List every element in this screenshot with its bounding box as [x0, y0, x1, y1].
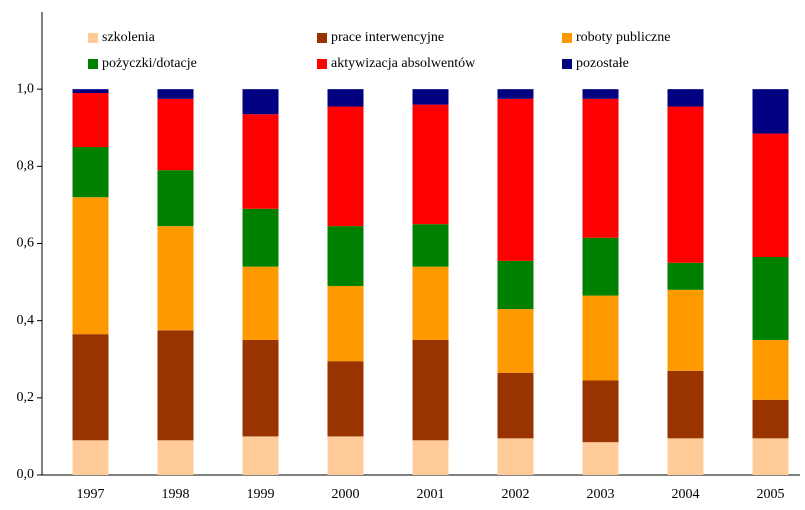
bar-segment [72, 89, 109, 94]
bar-segment [667, 89, 704, 107]
bar-segment [667, 370, 704, 439]
bar-segment [497, 438, 534, 475]
bar-segment [752, 438, 789, 475]
x-tick-label: 1999 [247, 487, 275, 502]
legend-label: roboty publiczne [576, 30, 670, 45]
bar-segment [752, 399, 789, 439]
x-tick-label: 2000 [332, 487, 360, 502]
x-tick-label: 1997 [77, 487, 105, 502]
bar-segment [327, 226, 364, 286]
bar-segment [412, 339, 449, 441]
bar-segment [157, 98, 194, 171]
bar-segment [412, 89, 449, 105]
legend-swatch [562, 59, 572, 69]
x-tick-label: 2005 [757, 487, 785, 502]
bar-segment [412, 266, 449, 340]
bar-segment [72, 197, 109, 335]
x-tick-label: 2003 [587, 487, 615, 502]
x-tick-label: 2001 [417, 487, 445, 502]
bar-segment [667, 106, 704, 263]
bar-segment [582, 237, 619, 296]
y-tick-label: 0,6 [17, 236, 35, 251]
bar-segment [582, 98, 619, 238]
legend-label: prace interwencyjne [331, 30, 444, 45]
bar-segment [72, 334, 109, 441]
bar-segment [497, 89, 534, 99]
bar-segment [72, 93, 109, 148]
bar-segment [157, 440, 194, 475]
y-tick-label: 1,0 [17, 81, 35, 96]
bar-segment [157, 170, 194, 227]
legend-label: pożyczki/dotacje [102, 56, 197, 71]
bar-segment [667, 289, 704, 371]
x-tick-label: 2002 [502, 487, 530, 502]
bar-segment [157, 330, 194, 441]
bar-segment [582, 442, 619, 475]
x-tick-label: 2004 [672, 487, 700, 502]
bar-segment [327, 436, 364, 475]
bar-segment [242, 89, 279, 115]
bar-segment [327, 106, 364, 227]
legend-swatch [317, 59, 327, 69]
bar-segment [412, 224, 449, 267]
bar-segment [327, 89, 364, 107]
y-tick-label: 0,2 [17, 390, 35, 405]
y-tick-label: 0,8 [17, 159, 35, 174]
bar-segment [327, 361, 364, 437]
bar-segment [157, 89, 194, 99]
bar-segment [242, 266, 279, 340]
bar-segment [752, 339, 789, 400]
bar-segment [752, 89, 789, 134]
y-tick-label: 0,0 [17, 467, 35, 482]
legend-swatch [317, 33, 327, 43]
bar-segment [327, 285, 364, 362]
x-tick-label: 1998 [162, 487, 190, 502]
legend-swatch [562, 33, 572, 43]
bar-segment [582, 295, 619, 381]
bar-segment [752, 257, 789, 340]
bar-segment [242, 339, 279, 437]
bar-segment [582, 89, 619, 99]
bar-segment [242, 436, 279, 475]
bar-segment [667, 438, 704, 475]
bar-segment [497, 98, 534, 261]
bar-segment [242, 208, 279, 267]
bar-segment [242, 114, 279, 209]
legend-label: szkolenia [102, 30, 156, 45]
y-tick-label: 0,4 [17, 313, 35, 328]
bar-segment [497, 260, 534, 310]
bar-segment [72, 147, 109, 198]
bar-segment [72, 440, 109, 475]
bar-segment [412, 104, 449, 225]
bar-segment [157, 226, 194, 331]
legend-swatch [88, 33, 98, 43]
bar-segment [667, 262, 704, 290]
bar-segment [497, 309, 534, 373]
legend-swatch [88, 59, 98, 69]
bar-segment [497, 372, 534, 439]
bar-segment [752, 133, 789, 258]
bar-segment [582, 380, 619, 443]
legend-label: aktywizacja absolwentów [331, 56, 476, 71]
legend-label: pozostałe [576, 56, 629, 71]
bar-segment [412, 440, 449, 475]
